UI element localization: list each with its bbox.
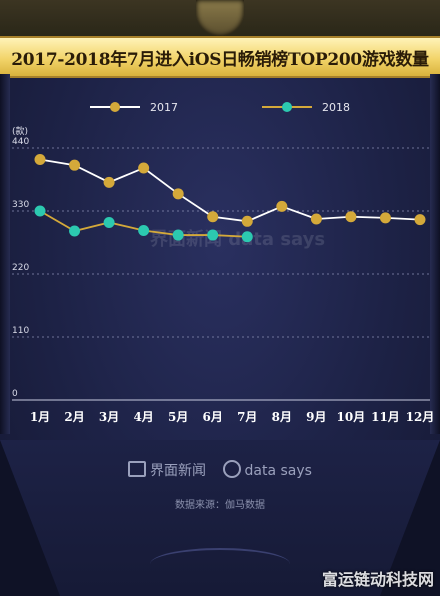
y-axis-label: (款) [12,125,28,137]
y-tick-label: 330 [12,200,29,210]
x-tick-label: 6月 [203,410,223,424]
top-ornament [0,0,440,36]
x-tick-label: 1月 [30,410,50,424]
footer-brands: 界面新闻 data says [0,460,440,480]
watermark-text: 界面新闻 data says [150,228,325,250]
title-banner: 2017-2018年7月进入iOS日畅销榜TOP200游戏数量 [0,36,440,78]
x-tick-label: 4月 [133,410,153,424]
data-point [345,211,357,223]
data-point [138,162,150,174]
data-point [276,200,288,212]
data-point [379,212,391,224]
line-chart: 界面新闻 data says (款) 0 110 220 330 440 1月 2月 3月 4月 5月… [12,101,435,424]
x-tick-label: 2月 [64,410,84,424]
legend-label: 2018 [322,101,350,114]
data-point [207,229,219,241]
data-point [172,188,184,200]
data-point [138,224,150,236]
series-line [39,158,421,223]
left-border [0,74,10,434]
y-tick-label: 110 [12,326,29,336]
y-tick-label: 0 [12,389,18,399]
data-point [34,153,46,165]
data-point [241,215,253,227]
datasays-logo-icon [222,460,241,478]
corner-watermark: 富运链动科技网 [321,570,434,589]
data-point [103,216,115,228]
chart-title: 2017-2018年7月进入iOS日畅销榜TOP200游戏数量 [11,49,429,70]
data-point [207,211,219,223]
data-point [172,229,184,241]
x-tick-label: 7月 [237,410,257,424]
x-tick-label: 3月 [99,410,119,424]
data-point [69,159,81,171]
jiemian-logo-icon [128,461,147,477]
bottom-ornament [150,548,290,580]
x-tick-label: 11月 [371,410,400,424]
data-point [310,213,322,225]
x-tick-label: 9月 [306,410,326,424]
legend-marker [110,102,120,112]
brand-datasays: data says [244,463,312,479]
data-point [34,205,46,217]
data-source: 数据来源：伽马数据 [175,500,265,511]
brand-jiemian: 界面新闻 [150,463,207,479]
data-point [241,231,253,243]
x-tick-label: 10月 [337,410,366,424]
data-point [103,176,115,188]
x-tick-label: 8月 [272,410,292,424]
legend-label: 2017 [150,101,178,114]
legend-marker [282,102,292,112]
data-point [414,214,426,226]
y-tick-label: 220 [12,263,29,273]
x-tick-label: 12月 [406,410,435,424]
x-tick-label: 5月 [168,410,188,424]
data-point [69,225,81,237]
y-tick-label: 440 [12,137,29,147]
